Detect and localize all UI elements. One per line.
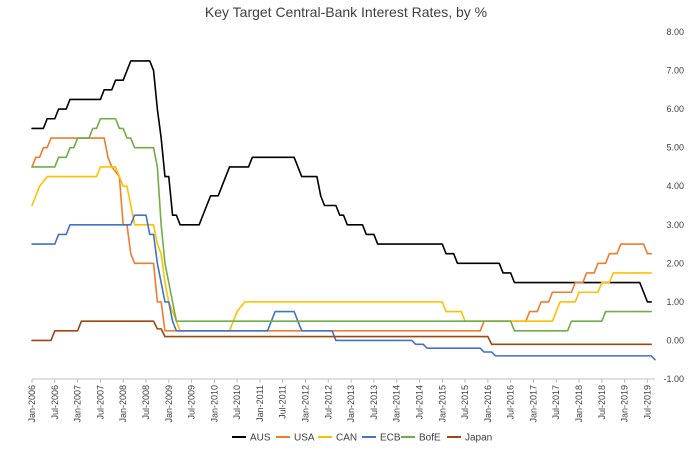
legend-label-usa: USA	[294, 433, 315, 444]
x-tick-label: Jul-2015	[460, 385, 470, 420]
x-tick-label: Jan-2013	[346, 385, 356, 423]
x-tick-label: Jan-2011	[255, 385, 265, 422]
x-tick-label: Jul-2017	[551, 385, 561, 420]
x-tick-label: Jul-2008	[141, 385, 151, 420]
x-tick-label: Jul-2014	[414, 385, 424, 420]
x-tick-label: Jan-2010	[209, 385, 219, 423]
x-tick-label: Jul-2009	[187, 385, 197, 420]
x-tick-label: Jan-2015	[437, 385, 447, 423]
y-tick-label: 2.00	[666, 258, 684, 268]
y-tick-label: 5.00	[666, 143, 684, 153]
series-line-can	[31, 166, 652, 332]
x-tick-label: Jan-2016	[483, 385, 493, 423]
x-tick-label: Jan-2012	[301, 385, 311, 423]
chart-title: Key Target Central-Bank Interest Rates, …	[205, 4, 487, 20]
series-line-ecb	[31, 214, 656, 361]
legend-label-ecb: ECB	[380, 433, 401, 444]
x-tick-label: Jul-2012	[323, 385, 333, 420]
x-tick-label: Jan-2008	[118, 385, 128, 423]
x-tick-label: Jan-2018	[574, 385, 584, 423]
x-tick-label: Jul-2011	[278, 385, 288, 419]
legend-label-bofe: BofE	[419, 433, 441, 444]
x-tick-label: Jul-2010	[232, 385, 242, 420]
y-tick-label: 1.00	[666, 297, 684, 307]
legend-label-aus: AUS	[250, 433, 271, 444]
y-tick-label: 4.00	[666, 181, 684, 191]
x-tick-label: Jul-2019	[642, 385, 652, 420]
y-tick-label: 3.00	[666, 220, 684, 230]
series-line-japan	[31, 320, 652, 346]
x-tick-label: Jan-2017	[528, 385, 538, 423]
x-tick-label: Jan-2009	[164, 385, 174, 423]
series-line-aus	[31, 60, 652, 303]
y-tick-label: -1.00	[663, 374, 684, 384]
x-tick-label: Jul-2013	[369, 385, 379, 420]
legend: AUS USA CAN ECB BofE Japan	[232, 433, 492, 444]
x-tick-label: Jan-2014	[392, 385, 402, 423]
series-line-bofe	[31, 117, 652, 332]
legend-label-japan: Japan	[465, 433, 492, 444]
x-tick-label: Jul-2007	[95, 385, 105, 420]
legend-label-can: CAN	[336, 433, 357, 444]
series-lines	[31, 60, 656, 361]
x-tick-label: Jul-2016	[506, 385, 516, 420]
x-tick-label: Jan-2007	[73, 385, 83, 423]
x-tick-label: Jul-2006	[50, 385, 60, 420]
y-tick-label: 7.00	[666, 66, 684, 76]
x-tick-label: Jan-2019	[620, 385, 630, 423]
axes: 8.00 7.00 6.00 5.00 4.00 3.00 2.00 1.00 0.00 -1.0…	[27, 27, 684, 423]
y-tick-label: 8.00	[666, 27, 684, 37]
y-tick-label: 6.00	[666, 104, 684, 114]
x-tick-label: Jan-2006	[27, 385, 37, 423]
x-tick-label: Jul-2018	[597, 385, 607, 420]
y-tick-label: 0.00	[666, 335, 684, 345]
